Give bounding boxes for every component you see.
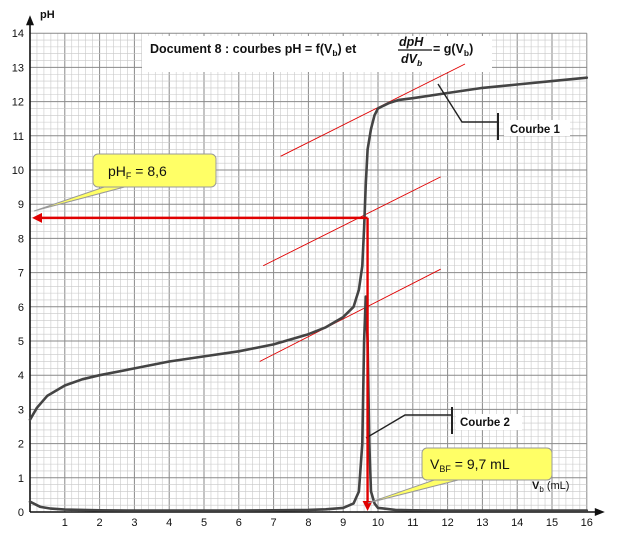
chart-title: Document 8 : courbes pH = f(Vb) et dpH d… [142,35,492,72]
ph-equivalence-arrowhead [32,212,42,223]
x-tick-label: 9 [340,517,346,529]
y-tick-label: 4 [18,370,24,382]
y-tick-label: 2 [18,439,24,451]
y-tick-label: 0 [18,507,24,519]
v-callout-box [421,447,553,481]
y-tick-label: 9 [18,199,24,211]
chart-title-text: Document 8 : courbes pH = f(Vb) et [150,42,357,58]
ph-callout-text: pHF = 8,6 [108,163,167,181]
x-tick-label: 14 [511,517,523,529]
v-callout-text: VBF = 9,7 mL [430,456,510,474]
curve2-callout: Courbe 2 [365,407,522,439]
title-background [142,36,492,72]
x-tick-label: 1 [62,517,68,529]
x-tick-label: 11 [407,517,418,529]
data-series [28,76,589,512]
y-tick-label: 7 [18,268,24,280]
chart-axes [26,15,605,516]
tangent-line [259,268,441,362]
y-axis-label: pH [40,9,55,21]
curve2-label-bg [456,414,522,430]
x-tick-label: 15 [546,517,558,529]
curve1-leader [437,83,498,123]
y-tick-label: 8 [18,233,24,245]
y-tick-label: 14 [12,28,24,40]
x-tick-label: 7 [271,517,277,529]
y-tick-label: 5 [18,336,24,348]
x-tick-label: 3 [131,517,137,529]
title-fraction-numerator: dpH [399,35,424,49]
y-tick-label: 6 [18,302,24,314]
curve2-leader [365,414,452,439]
curve1-label-bg [504,120,570,136]
curve1-callout: Courbe 1 [437,83,570,140]
x-tick-label: 8 [305,517,311,529]
ph-callout: pHF = 8,6 [33,153,217,212]
tangent-line [280,63,466,157]
chart-grid [29,32,588,513]
y-tick-label: 3 [18,404,24,416]
ph-callout-box [92,153,217,188]
y-axis-arrow [26,15,34,26]
x-axis-arrow [594,508,605,516]
curve2-label: Courbe 2 [460,417,510,429]
x-tick-label: 2 [97,517,103,529]
y-tick-label: 13 [12,62,24,74]
x-tick-label: 10 [372,517,384,529]
x-tick-label: 4 [166,517,172,529]
x-tick-label: 13 [476,517,488,529]
title-suffix: = g(Vb) [433,42,473,58]
x-tick-label: 16 [581,517,593,529]
y-tick-label: 10 [12,165,24,177]
x-tick-label: 5 [201,517,207,529]
tangent-line [262,176,441,267]
y-tick-label: 1 [18,473,24,485]
tangent-lines [259,63,466,362]
equivalence-construction [32,212,373,511]
x-tick-label: 6 [236,517,242,529]
series-line-courbe-2 [28,295,589,512]
v-callout: VBF = 9,7 mL [367,447,553,504]
x-tick-label: 12 [441,517,453,529]
curve1-label: Courbe 1 [510,124,560,136]
series-line-courbe-1 [28,76,589,422]
title-fraction-denominator: dVb [401,52,422,68]
x-axis-label: Vb (mL) [532,480,569,494]
v-equivalence-arrowhead [362,501,373,511]
tick-labels: 1 2 3 4 5 6 7 8 9 10 11 12 13 14 15 1601234567891011121… [12,28,593,529]
y-tick-label: 11 [13,131,24,143]
y-tick-label: 12 [12,97,24,109]
